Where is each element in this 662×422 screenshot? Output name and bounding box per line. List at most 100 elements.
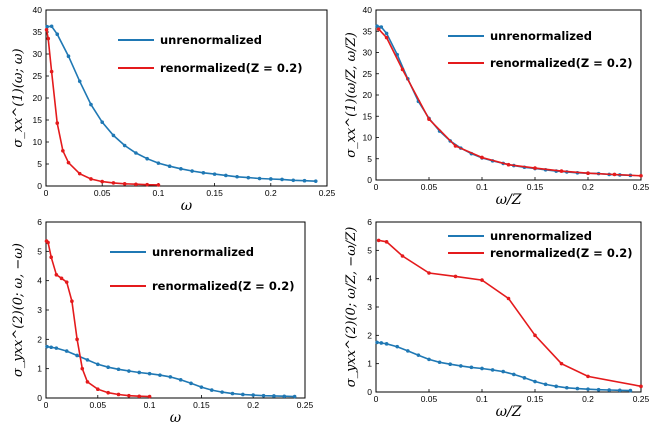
data-point [122,182,127,186]
data-point [469,365,474,370]
data-point [533,166,537,170]
data-point [453,274,458,279]
data-point [375,24,379,28]
data-point [280,177,284,182]
x-tick-label: 0.2 [265,188,277,198]
data-point [168,375,173,379]
series-line-unrenormalized [376,341,631,392]
x-tick-label: 0.15 [527,182,544,192]
y-tick-label: 0 [37,181,42,191]
data-point [199,385,204,389]
data-point [575,386,580,391]
data-point [490,368,495,372]
data-point [406,349,410,353]
data-point [85,380,90,384]
data-point [313,179,318,183]
y-tick-label: 5 [37,159,42,169]
data-point [628,388,633,393]
data-point [127,369,131,373]
legend-label: renormalized(Z = 0.2) [490,246,632,260]
data-point [111,181,116,185]
data-point [122,143,127,148]
x-axis-label: ω [170,410,182,422]
data-point [49,24,54,29]
data-point [179,167,183,171]
data-point [480,278,484,282]
x-tick-label: 0.05 [421,394,438,404]
data-point [292,394,297,399]
x-tick-label: 0.25 [297,400,314,410]
data-point [55,121,60,125]
data-point [400,254,405,258]
data-point [257,176,262,181]
x-tick-label: 0 [44,400,49,410]
y-tick-label: 40 [363,5,373,15]
data-point [156,183,161,187]
data-point [427,117,431,122]
data-point [376,27,381,31]
data-point [106,390,110,395]
data-point [106,365,110,370]
data-point [448,362,453,367]
data-point [607,388,611,392]
x-tick-label: 0.05 [94,188,111,198]
data-point [64,349,69,353]
data-point [158,373,162,377]
data-point [554,384,558,389]
data-point [375,340,379,345]
data-point [618,388,622,393]
data-point [70,299,74,304]
chart-panel-4: 0 0.05 0.1 0.15 0.2 0.25 0 1 2 3 4 5 6 unrenormalized… [344,217,650,420]
series-line-renormalized [45,29,159,186]
data-point [147,394,152,399]
y-tick-label: 2 [367,330,372,340]
data-point [54,273,59,277]
data-point [251,393,255,397]
data-point [565,385,569,390]
x-tick-label: 0.15 [193,400,210,410]
data-point [66,54,71,58]
data-point [145,182,149,187]
x-tick-label: 0.2 [247,400,259,410]
data-point [49,69,54,74]
data-point [49,255,53,259]
y-axis-label: σ_yxx^(2)(0; ω/Z, −ω/Z) [344,227,359,388]
data-point [376,238,381,243]
y-tick-label: 0 [367,175,372,185]
data-point [453,144,458,148]
data-point [543,382,548,387]
data-point [596,387,601,392]
series-line-unrenormalized [376,25,631,177]
data-point [55,32,60,36]
data-point [61,149,65,153]
x-tick-label: 0 [374,182,379,192]
data-point [506,162,511,167]
x-tick-label: 0.25 [319,188,336,198]
data-point [400,67,405,72]
data-point [512,372,516,377]
y-tick-label: 1 [367,359,372,369]
data-point [46,36,51,41]
data-point [384,35,389,40]
data-point [639,173,643,178]
legend-label: renormalized(Z = 0.2) [160,61,302,75]
x-tick-label: 0.25 [633,394,650,404]
legend-label: unrenormalized [490,229,592,243]
x-tick-label: 0.05 [90,400,107,410]
y-tick-label: 4 [37,276,42,286]
data-point [506,296,511,301]
data-point [66,160,71,165]
data-point [459,364,463,368]
y-tick-label: 5 [367,154,372,164]
data-point [190,169,194,173]
data-point [59,276,64,281]
x-tick-label: 0.05 [421,182,438,192]
data-point [559,169,564,173]
data-point [269,177,273,181]
x-axis-label: ω/Z [496,192,522,208]
data-point [639,384,643,389]
data-point [480,155,484,160]
data-point [44,28,49,32]
y-tick-label: 10 [33,137,43,147]
data-point [77,79,82,84]
